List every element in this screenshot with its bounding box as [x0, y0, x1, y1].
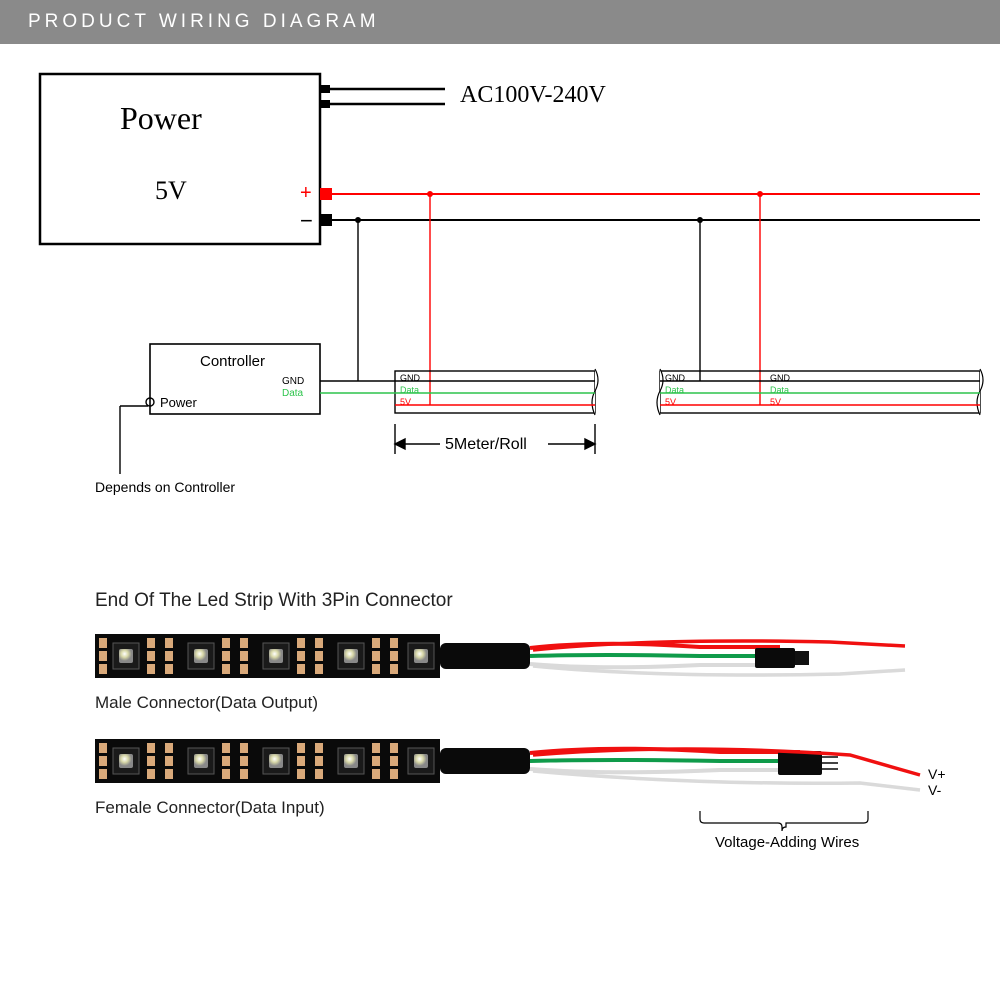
voltage-note: Voltage-Adding Wires [715, 834, 859, 851]
ac-terminal-top [320, 85, 330, 93]
connector-heading: End Of The Led Strip With 3Pin Connector [0, 590, 1000, 612]
s2-out-data: Data [665, 385, 684, 395]
s2-in-gnd: GND [770, 373, 791, 383]
vplus-label: V+ [928, 766, 946, 782]
header-bar: PRODUCT WIRING DIAGRAM [0, 0, 1000, 44]
plus-symbol: + [300, 182, 312, 204]
male-strip-row [0, 630, 1000, 685]
s2-out-5v: 5V [665, 397, 676, 407]
male-label: Male Connector(Data Output) [0, 693, 1000, 713]
controller-power-label: Power [160, 395, 198, 410]
s1-in-data: Data [400, 385, 419, 395]
ac-terminal-bottom [320, 100, 330, 108]
ctrl-data: Data [282, 388, 304, 399]
led-strip-segment-2 [660, 371, 980, 413]
s1-in-gnd: GND [400, 373, 421, 383]
s2-out-gnd: GND [665, 373, 686, 383]
minus-symbol: − [300, 208, 313, 233]
power-label-top: Power [120, 100, 202, 136]
header-title: PRODUCT WIRING DIAGRAM [28, 11, 380, 33]
s2-in-5v: 5V [770, 397, 781, 407]
ac-label: AC100V-240V [460, 82, 606, 108]
controller-title: Controller [200, 353, 265, 370]
dc-terminal-minus [320, 214, 332, 226]
vminus-label: V- [928, 782, 942, 798]
led-strip-segment-1 [395, 371, 595, 413]
bracket-icon [700, 811, 868, 831]
female-strip-row: V+ V- [0, 735, 1000, 790]
s2-in-data: Data [770, 385, 789, 395]
wiring-diagram: Power 5V AC100V-240V + − Controller Powe… [0, 44, 1000, 524]
roll-label: 5Meter/Roll [445, 436, 527, 453]
dc-terminal-plus [320, 188, 332, 200]
connector-section: End Of The Led Strip With 3Pin Connector [0, 590, 1000, 818]
controller-note: Depends on Controller [95, 479, 235, 495]
power-label-bottom: 5V [155, 176, 187, 205]
ctrl-gnd: GND [282, 376, 304, 387]
s1-in-5v: 5V [400, 397, 411, 407]
